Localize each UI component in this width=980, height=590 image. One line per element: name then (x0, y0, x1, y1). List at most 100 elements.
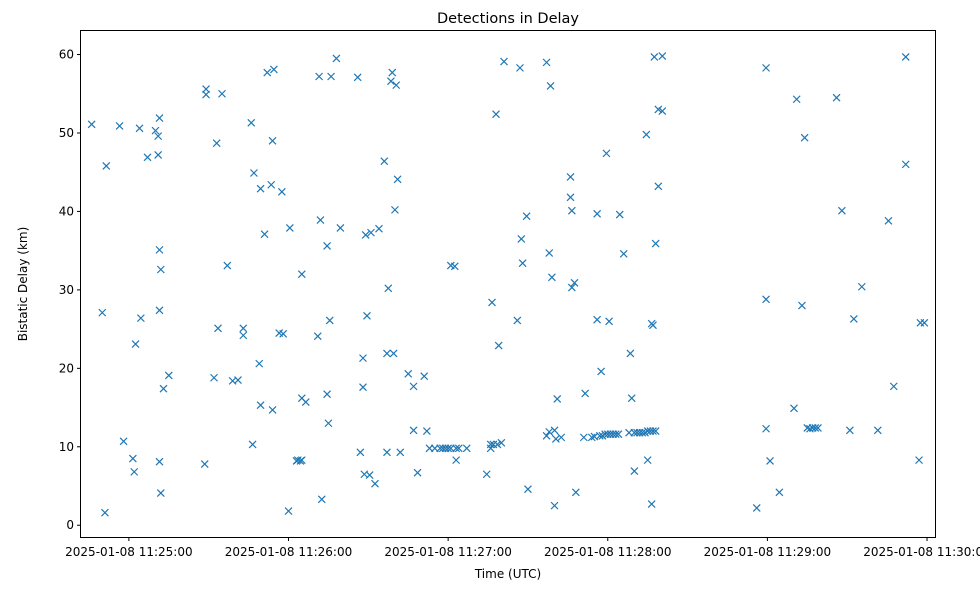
data-point (605, 317, 614, 326)
data-point (811, 424, 820, 432)
data-point (762, 424, 770, 433)
data-point (135, 124, 144, 133)
data-point (602, 149, 611, 158)
data-point (277, 187, 286, 196)
data-point (567, 283, 576, 292)
data-point (223, 261, 232, 270)
data-point (409, 382, 418, 391)
data-point (361, 231, 370, 239)
data-point (845, 426, 854, 435)
data-point (518, 259, 527, 268)
data-point (832, 93, 841, 102)
data-point (115, 121, 124, 130)
data-point (218, 89, 226, 98)
data-point (136, 314, 145, 323)
data-point (654, 182, 663, 191)
data-point (234, 376, 242, 385)
data-point (643, 456, 652, 465)
data-point (915, 456, 923, 465)
data-point (454, 444, 463, 453)
data-point (857, 282, 866, 291)
data-point (301, 398, 310, 406)
data-point (359, 354, 367, 363)
y-tick-label: 40 (59, 204, 74, 218)
data-point (615, 210, 624, 219)
data-point (614, 430, 623, 439)
data-point (239, 331, 248, 340)
data-point (630, 467, 639, 476)
data-point (642, 130, 651, 139)
data-point (542, 58, 551, 67)
y-tick-label: 10 (59, 440, 74, 454)
data-point (500, 57, 508, 66)
data-point (156, 489, 165, 497)
data-point (389, 349, 398, 358)
data-point (297, 456, 306, 465)
data-point (256, 184, 265, 193)
data-point (353, 73, 362, 82)
data-point (889, 382, 898, 391)
data-point (332, 54, 341, 63)
x-tick-label: 2025-01-08 11:30:00 (863, 545, 980, 559)
data-point (638, 428, 647, 437)
data-point (269, 65, 278, 74)
data-point (800, 133, 809, 142)
data-point (391, 205, 399, 214)
data-point (279, 329, 288, 338)
data-point (154, 132, 163, 141)
data-point (404, 369, 413, 378)
data-point (546, 81, 555, 90)
data-point (790, 404, 798, 413)
data-point (444, 444, 453, 453)
data-point (313, 332, 322, 341)
data-point (627, 394, 636, 403)
data-point (593, 315, 602, 324)
data-point (553, 395, 562, 403)
data-point (884, 216, 893, 225)
data-point (649, 321, 657, 330)
data-point (155, 306, 164, 315)
y-axis: 0 10 20 30 40 50 60 (59, 48, 81, 532)
data-point (422, 427, 431, 436)
data-point (371, 479, 379, 488)
data-point (849, 314, 858, 323)
data-point (200, 460, 209, 468)
data-point (384, 284, 393, 293)
data-point (409, 426, 418, 435)
data-point (497, 438, 506, 447)
data-point (388, 68, 397, 77)
data-point (297, 270, 306, 279)
x-tick-label: 2025-01-08 11:26:00 (225, 545, 352, 559)
data-point (359, 383, 367, 392)
data-point (392, 81, 401, 90)
data-point (212, 139, 221, 148)
x-axis-label: Time (UTC) (474, 567, 541, 581)
data-point (873, 426, 882, 435)
data-point (545, 249, 554, 257)
data-point (452, 444, 461, 453)
data-point (492, 110, 500, 119)
data-point (792, 95, 801, 104)
data-point (901, 52, 910, 61)
data-point (324, 419, 333, 428)
data-point (255, 359, 264, 368)
data-point (413, 468, 422, 477)
data-point (387, 77, 395, 86)
data-point (798, 301, 806, 310)
data-point (626, 349, 635, 358)
data-point (130, 467, 139, 476)
data-point (551, 435, 560, 443)
data-point (356, 448, 365, 457)
data-point (316, 216, 325, 224)
data-point (775, 488, 784, 497)
data-point (247, 118, 256, 127)
data-point (239, 324, 248, 333)
data-point (814, 424, 822, 432)
data-point (155, 114, 164, 123)
data-point (581, 389, 590, 398)
y-tick-label: 50 (59, 126, 74, 140)
data-point (651, 239, 660, 248)
data-points (87, 52, 929, 517)
data-point (579, 433, 588, 442)
